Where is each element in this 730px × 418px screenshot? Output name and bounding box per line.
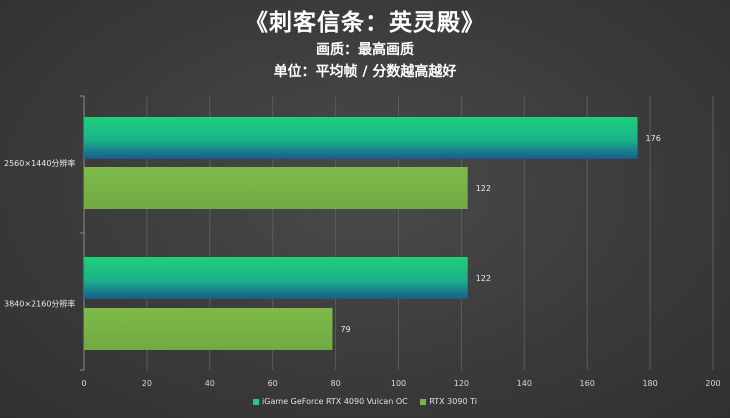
category-label: 2560×1440分辨率: [4, 158, 75, 168]
bar-series1: [84, 257, 468, 299]
category-label: 3840×2160分辨率: [4, 299, 75, 309]
x-tick-label: 100: [391, 379, 406, 388]
legend-item-series1: iGame GeForce RTX 4090 Vulcan OC: [253, 397, 408, 406]
x-tick-label: 140: [517, 379, 532, 388]
bar-series2: [84, 308, 333, 350]
legend-swatch-series2: [420, 398, 427, 405]
x-tick-label: 40: [205, 379, 215, 388]
data-label: 176: [646, 134, 661, 143]
x-tick-label: 20: [142, 379, 152, 388]
legend: iGame GeForce RTX 4090 Vulcan OC RTX 309…: [0, 397, 730, 407]
x-tick-label: 180: [642, 379, 657, 388]
chart-unit-note: 单位：平均帧 / 分数越高越好: [273, 64, 457, 80]
x-tick-label: 60: [268, 379, 278, 388]
legend-label-series2: RTX 3090 Ti: [429, 397, 477, 406]
x-tick-label: 120: [454, 379, 469, 388]
x-tick-label: 160: [580, 379, 595, 388]
bar-series1: [84, 117, 638, 159]
x-tick-label: 0: [81, 379, 86, 388]
legend-item-series2: RTX 3090 Ti: [420, 397, 477, 406]
bar-series2: [84, 167, 468, 209]
x-tick-label: 80: [331, 379, 341, 388]
legend-swatch-series1: [253, 398, 260, 405]
chart-title: 《刺客信条：英灵殿》: [245, 9, 485, 36]
data-label: 79: [340, 325, 350, 334]
data-label: 122: [476, 184, 491, 193]
chart-titles: 《刺客信条：英灵殿》 画质：最高画质 单位：平均帧 / 分数越高越好: [0, 0, 730, 82]
data-label: 122: [476, 274, 491, 283]
legend-label-series1: iGame GeForce RTX 4090 Vulcan OC: [262, 397, 408, 406]
chart-subtitle: 画质：最高画质: [316, 42, 414, 58]
x-tick-label: 200: [705, 379, 720, 388]
